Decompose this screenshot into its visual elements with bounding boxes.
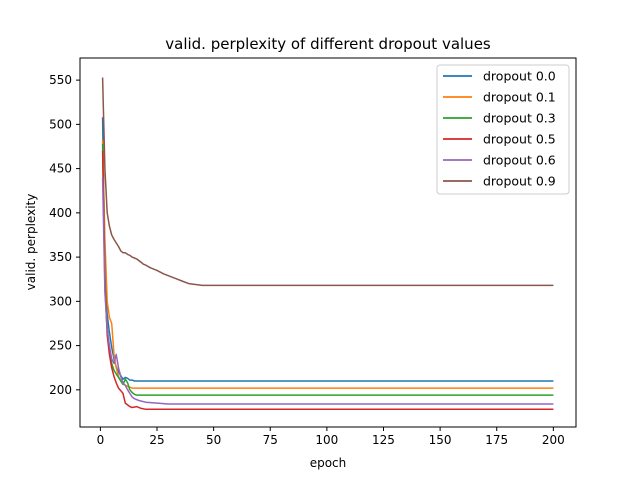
plot-area-frame bbox=[79, 57, 577, 428]
y-tick-label-1: 250 bbox=[49, 339, 72, 353]
x-axis: 0 25 50 75 100 125 150 175 200 bbox=[97, 427, 565, 447]
y-axis: 200 250 300 350 400 450 500 550 bbox=[49, 73, 80, 397]
legend-label-3: dropout 0.5 bbox=[483, 132, 556, 147]
legend: dropout 0.0 dropout 0.1 dropout 0.3 dropout… bbox=[436, 64, 570, 195]
legend-label-2: dropout 0.3 bbox=[483, 111, 556, 126]
y-tick-label-6: 500 bbox=[49, 117, 72, 131]
y-tick-label-7: 550 bbox=[49, 73, 72, 87]
x-tick-label-4: 100 bbox=[315, 433, 338, 447]
x-tick-label-3: 75 bbox=[263, 433, 278, 447]
chart-title: valid. perplexity of different dropout v… bbox=[165, 35, 491, 53]
series-line-5 bbox=[101, 77, 554, 287]
y-axis-label: valid. perplexity bbox=[24, 194, 38, 291]
series-line-3 bbox=[101, 150, 554, 411]
y-tick-label-0: 200 bbox=[49, 383, 72, 397]
y-tick-label-4: 400 bbox=[49, 206, 72, 220]
x-tick-label-2: 50 bbox=[206, 433, 221, 447]
x-tick-label-0: 0 bbox=[97, 433, 105, 447]
legend-label-0: dropout 0.0 bbox=[483, 69, 556, 84]
x-tick-label-7: 175 bbox=[485, 433, 508, 447]
x-tick-label-8: 200 bbox=[542, 433, 565, 447]
y-tick-label-5: 450 bbox=[49, 162, 72, 176]
x-axis-label: epoch bbox=[310, 456, 347, 470]
series-line-4 bbox=[101, 177, 554, 405]
legend-label-1: dropout 0.1 bbox=[483, 90, 556, 105]
plot-series bbox=[101, 77, 554, 411]
legend-label-4: dropout 0.6 bbox=[483, 153, 556, 168]
x-tick-label-5: 125 bbox=[372, 433, 395, 447]
y-tick-label-3: 350 bbox=[49, 250, 72, 264]
legend-label-5: dropout 0.9 bbox=[483, 174, 556, 189]
x-tick-label-1: 25 bbox=[149, 433, 164, 447]
x-tick-label-6: 150 bbox=[429, 433, 452, 447]
y-tick-label-2: 300 bbox=[49, 294, 72, 308]
